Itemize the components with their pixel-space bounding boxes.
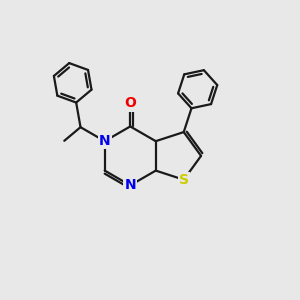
Text: S: S <box>179 173 189 187</box>
Text: N: N <box>99 134 111 148</box>
Text: O: O <box>124 97 136 110</box>
Text: N: N <box>124 178 136 192</box>
